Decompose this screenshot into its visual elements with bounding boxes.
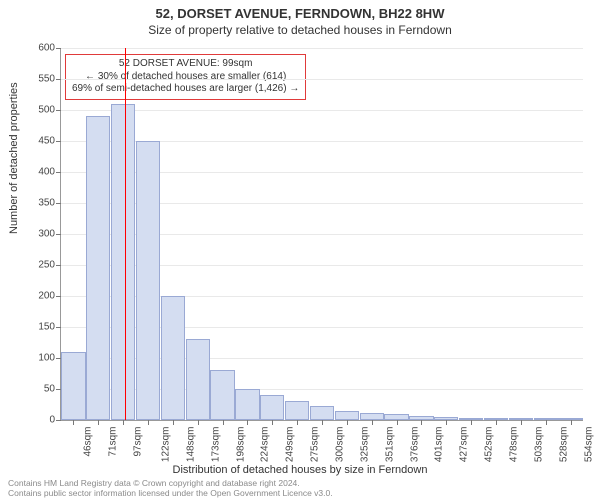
histogram-bar <box>285 401 309 420</box>
x-tick-label: 148sqm <box>185 427 196 463</box>
histogram-bar <box>310 406 334 420</box>
y-tick <box>56 420 61 421</box>
x-tick-label: 71sqm <box>108 427 119 457</box>
page-subtitle: Size of property relative to detached ho… <box>0 21 600 37</box>
x-tick <box>247 420 248 425</box>
x-tick-label: 376sqm <box>409 427 420 463</box>
y-tick-label: 250 <box>21 260 55 271</box>
y-tick <box>56 203 61 204</box>
y-tick <box>56 172 61 173</box>
y-tick <box>56 327 61 328</box>
gridline-h <box>61 48 583 49</box>
x-tick <box>372 420 373 425</box>
x-tick-label: 275sqm <box>309 427 320 463</box>
histogram-bar <box>186 339 210 420</box>
x-tick <box>73 420 74 425</box>
y-tick-label: 200 <box>21 291 55 302</box>
y-tick-label: 300 <box>21 229 55 240</box>
y-tick-label: 100 <box>21 353 55 364</box>
y-tick <box>56 79 61 80</box>
y-tick-label: 150 <box>21 322 55 333</box>
histogram-bar <box>260 395 284 420</box>
x-tick <box>297 420 298 425</box>
value-marker-line <box>125 48 126 420</box>
x-tick-label: 427sqm <box>459 427 470 463</box>
histogram-bar <box>235 389 259 420</box>
x-tick-label: 503sqm <box>533 427 544 463</box>
x-tick-label: 452sqm <box>483 427 494 463</box>
x-tick <box>223 420 224 425</box>
y-tick <box>56 110 61 111</box>
x-tick-label: 97sqm <box>133 427 144 457</box>
x-tick <box>98 420 99 425</box>
x-tick-label: 401sqm <box>434 427 445 463</box>
caption-line-1: 52 DORSET AVENUE: 99sqm <box>72 58 299 71</box>
x-tick <box>471 420 472 425</box>
y-tick <box>56 234 61 235</box>
x-tick <box>446 420 447 425</box>
x-tick <box>546 420 547 425</box>
footer-attribution: Contains HM Land Registry data © Crown c… <box>8 478 333 498</box>
histogram-bar <box>335 411 359 420</box>
gridline-h <box>61 79 583 80</box>
x-tick <box>148 420 149 425</box>
x-tick <box>198 420 199 425</box>
y-tick <box>56 48 61 49</box>
x-tick <box>521 420 522 425</box>
x-tick <box>123 420 124 425</box>
y-tick-label: 550 <box>21 74 55 85</box>
y-tick-label: 0 <box>21 415 55 426</box>
x-tick-label: 325sqm <box>359 427 370 463</box>
x-tick-label: 351sqm <box>384 427 395 463</box>
x-tick-label: 478sqm <box>508 427 519 463</box>
histogram-bar <box>86 116 110 420</box>
histogram-bar <box>111 104 135 420</box>
y-tick <box>56 265 61 266</box>
x-tick-label: 224sqm <box>260 427 271 463</box>
marker-caption-box: 52 DORSET AVENUE: 99sqm ← 30% of detache… <box>65 54 306 100</box>
y-tick-label: 500 <box>21 105 55 116</box>
x-tick-label: 249sqm <box>285 427 296 463</box>
y-axis-title: Number of detached properties <box>8 82 20 234</box>
y-tick-label: 450 <box>21 136 55 147</box>
y-tick-label: 50 <box>21 384 55 395</box>
x-tick-label: 300sqm <box>334 427 345 463</box>
histogram-bar <box>61 352 85 420</box>
chart-container: 52, DORSET AVENUE, FERNDOWN, BH22 8HW Si… <box>0 0 600 500</box>
footer-line-2: Contains public sector information licen… <box>8 488 333 498</box>
y-tick-label: 400 <box>21 167 55 178</box>
x-tick <box>173 420 174 425</box>
x-tick <box>421 420 422 425</box>
x-tick-label: 173sqm <box>210 427 221 463</box>
x-tick <box>397 420 398 425</box>
x-tick-label: 198sqm <box>235 427 246 463</box>
x-tick <box>322 420 323 425</box>
caption-line-2: ← 30% of detached houses are smaller (61… <box>72 71 299 84</box>
x-tick-label: 554sqm <box>583 427 594 463</box>
y-tick <box>56 141 61 142</box>
x-tick-label: 122sqm <box>160 427 171 463</box>
y-tick-label: 350 <box>21 198 55 209</box>
plot-area: 52 DORSET AVENUE: 99sqm ← 30% of detache… <box>60 48 583 421</box>
x-tick-label: 46sqm <box>83 427 94 457</box>
histogram-bar <box>161 296 185 420</box>
caption-line-3: 69% of semi-detached houses are larger (… <box>72 83 299 96</box>
x-tick <box>272 420 273 425</box>
footer-line-1: Contains HM Land Registry data © Crown c… <box>8 478 333 488</box>
x-axis-title: Distribution of detached houses by size … <box>0 464 600 476</box>
histogram-bar <box>360 413 384 420</box>
x-tick <box>571 420 572 425</box>
x-tick <box>347 420 348 425</box>
histogram-bar <box>210 370 234 420</box>
histogram-bar <box>136 141 160 420</box>
page-title: 52, DORSET AVENUE, FERNDOWN, BH22 8HW <box>0 0 600 21</box>
x-tick <box>496 420 497 425</box>
y-tick-label: 600 <box>21 43 55 54</box>
y-tick <box>56 296 61 297</box>
gridline-h <box>61 110 583 111</box>
x-tick-label: 528sqm <box>558 427 569 463</box>
